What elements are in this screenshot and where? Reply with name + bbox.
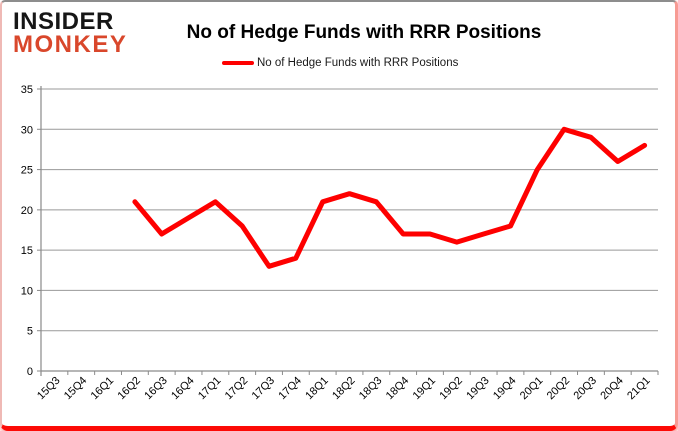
x-tick-label: 17Q1: [196, 375, 224, 403]
y-tick-label: 10: [21, 285, 33, 297]
x-tick-label: 17Q4: [276, 375, 304, 403]
legend-line-swatch: [222, 61, 254, 65]
y-tick-label: 25: [21, 165, 33, 177]
x-tick-label: 16Q1: [89, 375, 117, 403]
x-tick-label: 19Q2: [437, 375, 465, 403]
x-tick-label: 20Q2: [545, 375, 573, 403]
x-tick-label: 19Q3: [464, 375, 492, 403]
x-tick-label: 18Q4: [384, 375, 412, 403]
chart-title: No of Hedge Funds with RRR Positions: [186, 22, 542, 43]
x-tick-label: 17Q3: [250, 375, 278, 403]
x-tick-label: 20Q1: [518, 375, 546, 403]
x-tick-label: 15Q4: [62, 375, 90, 403]
legend: No of Hedge Funds with RRR Positions: [222, 57, 458, 69]
x-tick-label: 18Q3: [357, 375, 385, 403]
x-tick-label: 21Q1: [625, 375, 653, 403]
insider-monkey-logo: INSIDER MONKEY: [13, 8, 128, 58]
logo-word-monkey: MONKEY: [13, 31, 128, 58]
x-tick-label: 19Q4: [491, 375, 519, 403]
x-tick-label: 16Q3: [142, 375, 170, 403]
y-tick-label: 15: [21, 245, 33, 257]
series-line: [132, 126, 648, 269]
x-tick-label: 20Q4: [598, 375, 626, 403]
logo-word-insider: INSIDER: [13, 8, 114, 35]
x-tick-label: 19Q1: [411, 375, 439, 403]
legend-label: No of Hedge Funds with RRR Positions: [257, 57, 459, 69]
y-tick-label: 0: [27, 366, 33, 378]
x-tick-label: 16Q4: [169, 375, 197, 403]
x-tick-label: 16Q2: [115, 375, 143, 403]
x-tick-label: 17Q2: [223, 375, 251, 403]
y-tick-label: 5: [27, 326, 33, 338]
x-tick-label: 15Q3: [35, 375, 63, 403]
y-tick-label: 30: [21, 124, 33, 136]
x-tick-label: 18Q2: [330, 375, 358, 403]
x-tick-label: 20Q3: [572, 375, 600, 403]
y-tick-label: 20: [21, 205, 33, 217]
y-tick-label: 35: [21, 84, 33, 96]
x-tick-label: 18Q1: [303, 375, 331, 403]
